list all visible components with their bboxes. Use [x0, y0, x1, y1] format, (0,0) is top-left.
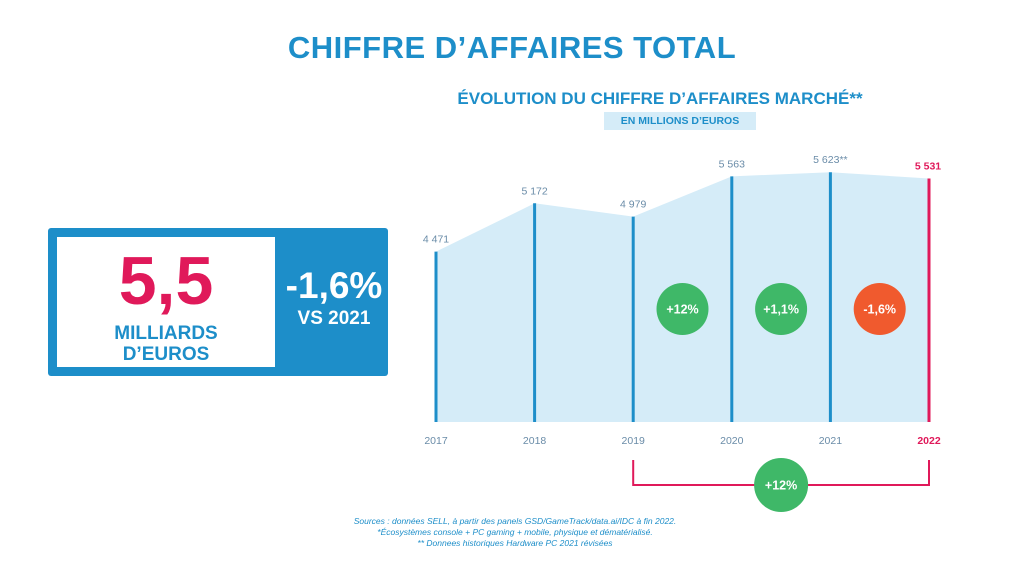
- unit-badge: EN MILLIONS D’EUROS: [604, 112, 756, 130]
- growth-badge-1: [656, 283, 709, 335]
- data-label-2021: 5 623**: [813, 154, 847, 166]
- x-tick-2022: 2022: [917, 435, 941, 447]
- kpi-value-panel: 5,5 MILLIARDS D’EUROS: [57, 237, 275, 367]
- x-tick-2017: 2017: [424, 435, 448, 447]
- footnotes: Sources : données SELL, à partir des pan…: [280, 516, 750, 549]
- growth-badge-3: [853, 283, 906, 335]
- footnote-ecosystems: *Écosystèmes console + PC gaming + mobil…: [377, 527, 653, 537]
- footnote-historical: ** Donnees historiques Hardware PC 2021 …: [417, 538, 613, 548]
- kpi-unit-line2: D’EUROS: [122, 344, 210, 365]
- range-growth-badge: [754, 458, 809, 512]
- growth-badge-label-3: -1,6%: [863, 303, 896, 317]
- kpi-panel: 5,5 MILLIARDS D’EUROS -1,6% VS 2021: [48, 228, 388, 376]
- data-label-2019: 4 979: [620, 199, 646, 211]
- kpi-value: 5,5: [118, 243, 214, 319]
- data-label-2017: 4 471: [423, 234, 449, 246]
- footnote-sources: Sources : données SELL, à partir des pan…: [353, 516, 677, 526]
- growth-badge-label-1: +12%: [666, 303, 698, 317]
- kpi-change: -1,6%: [285, 265, 383, 306]
- data-label-2018: 5 172: [521, 185, 547, 197]
- range-growth-badge-label: +12%: [765, 479, 797, 493]
- data-label-2022: 5 531: [915, 161, 941, 173]
- x-tick-2019: 2019: [622, 435, 646, 447]
- page-title: CHIFFRE D’AFFAIRES TOTAL: [287, 30, 737, 65]
- x-tick-2018: 2018: [523, 435, 547, 447]
- growth-badge-2: [755, 283, 808, 335]
- data-label-2020: 5 563: [719, 158, 745, 170]
- x-tick-2020: 2020: [720, 435, 744, 447]
- chart-title: ÉVOLUTION DU CHIFFRE D’AFFAIRES MARCHÉ**: [457, 89, 863, 108]
- kpi-unit-line1: MILLIARDS: [114, 323, 218, 344]
- x-tick-2021: 2021: [819, 435, 843, 447]
- growth-badge-label-2: +1,1%: [763, 303, 799, 317]
- kpi-unit: MILLIARDS D’EUROS: [57, 323, 275, 365]
- kpi-vs-label: VS 2021: [297, 308, 371, 329]
